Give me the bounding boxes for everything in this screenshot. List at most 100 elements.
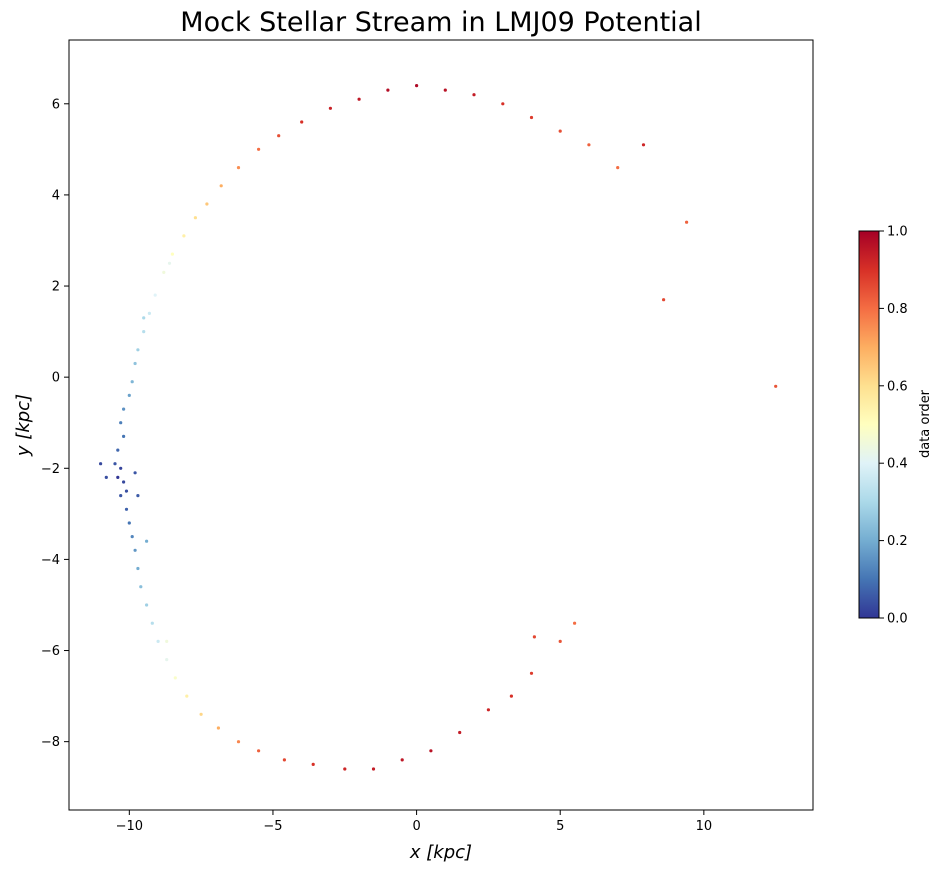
data-point	[199, 712, 203, 716]
data-point	[472, 93, 476, 97]
data-point	[641, 143, 646, 147]
data-point	[119, 494, 123, 498]
y-axis-label: y [kpc]	[13, 394, 34, 457]
data-point	[127, 521, 131, 525]
data-point	[162, 270, 166, 274]
x-axis-label: x [kpc]	[409, 842, 472, 863]
data-point	[153, 293, 157, 297]
data-point	[145, 603, 149, 607]
data-point	[99, 462, 103, 466]
data-point	[122, 407, 126, 411]
data-point	[616, 166, 620, 170]
chart-title: Mock Stellar Stream in LMJ09 Potential	[180, 7, 701, 38]
data-point	[219, 184, 223, 188]
data-point	[136, 566, 140, 571]
points-layer	[99, 84, 778, 771]
data-point	[529, 115, 534, 120]
x-tick-label: −10	[116, 819, 143, 834]
y-tick-label: −4	[41, 553, 60, 568]
data-point	[328, 106, 332, 110]
data-point	[257, 147, 261, 151]
colorbar-tick-label: 1.0	[887, 225, 908, 240]
data-point	[130, 535, 134, 539]
data-point	[400, 758, 404, 762]
data-point	[119, 421, 123, 425]
data-point	[165, 639, 169, 644]
plot-frame	[68, 39, 814, 811]
data-point	[116, 475, 120, 479]
data-point	[300, 120, 304, 124]
data-point	[529, 671, 534, 675]
data-point	[458, 730, 462, 735]
data-point	[133, 361, 137, 366]
data-point	[156, 639, 160, 644]
data-point	[311, 762, 315, 767]
data-point	[558, 639, 562, 644]
data-point	[443, 88, 447, 92]
y-tick-label: −8	[41, 735, 60, 750]
colorbar-tick-label: 0.6	[887, 379, 908, 394]
y-tick-label: 4	[52, 188, 60, 203]
data-point	[167, 261, 172, 265]
data-point	[127, 393, 131, 397]
data-point	[173, 676, 177, 680]
data-point	[509, 694, 513, 698]
data-point	[236, 740, 241, 744]
x-tick-label: 10	[696, 819, 713, 834]
data-point	[415, 84, 419, 88]
y-tick-label: −2	[41, 462, 60, 477]
data-point	[119, 466, 123, 470]
data-point	[205, 202, 209, 206]
data-point	[116, 448, 120, 452]
data-point	[142, 316, 146, 320]
y-tick-label: 6	[52, 97, 60, 112]
data-point	[145, 539, 149, 543]
data-point	[501, 102, 505, 106]
x-tick-label: 0	[412, 819, 420, 834]
data-point	[486, 708, 490, 712]
data-point	[133, 548, 137, 552]
data-point	[133, 471, 137, 475]
data-point	[136, 348, 140, 352]
colorbar	[858, 230, 880, 619]
data-point	[277, 134, 281, 138]
data-point	[371, 767, 376, 771]
data-point	[587, 143, 591, 147]
y-tick-label: −6	[41, 644, 60, 659]
data-point	[662, 298, 666, 302]
data-point	[685, 220, 689, 224]
data-point	[124, 489, 129, 493]
data-point	[150, 621, 154, 625]
data-point	[532, 635, 537, 639]
y-axis-ticks: −8 −6 −4 −2 0 2 4 6	[41, 97, 69, 750]
x-axis-ticks: −10 −5 0 5 10	[116, 810, 713, 834]
data-point	[185, 694, 189, 698]
data-point	[357, 97, 361, 101]
data-point	[573, 621, 577, 625]
data-point	[136, 494, 140, 498]
data-point	[182, 234, 186, 238]
data-point	[386, 88, 390, 92]
data-point	[124, 507, 129, 511]
x-tick-label: −5	[263, 819, 282, 834]
data-point	[193, 216, 197, 220]
data-point	[113, 462, 117, 466]
y-tick-label: 2	[52, 280, 60, 295]
colorbar-tick-label: 0.4	[887, 457, 908, 472]
data-point	[558, 129, 562, 133]
colorbar-label: data order	[918, 389, 933, 458]
colorbar-tick-label: 0.2	[887, 534, 908, 549]
data-point	[122, 434, 126, 438]
colorbar-tick-label: 0.8	[887, 302, 908, 317]
data-point	[130, 380, 134, 384]
x-tick-label: 5	[556, 819, 564, 834]
data-point	[139, 585, 143, 589]
data-point	[216, 726, 220, 730]
data-point	[122, 480, 126, 484]
data-point	[774, 384, 778, 388]
data-point	[343, 767, 347, 771]
data-point	[147, 311, 151, 315]
data-point	[257, 749, 261, 753]
y-tick-label: 0	[52, 371, 60, 386]
